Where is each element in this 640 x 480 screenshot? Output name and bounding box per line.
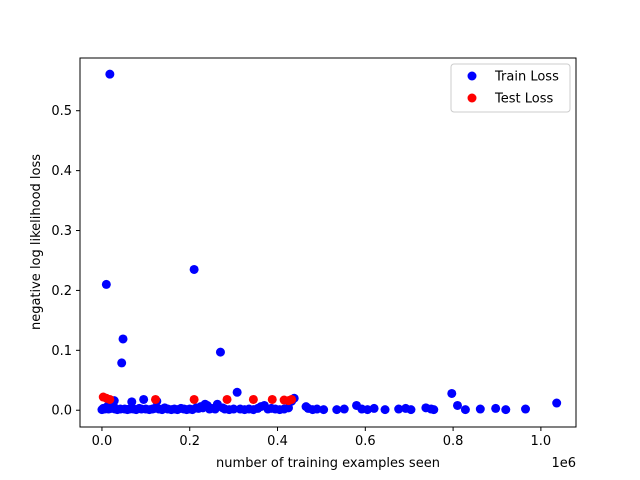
train-loss-point: [491, 403, 501, 413]
train-loss-point: [105, 69, 115, 79]
x-axis-ticks: 0.0 0.2 0.4 0.6 0.8 1.0: [92, 427, 552, 449]
x-axis-offset-label: 1e6: [551, 456, 576, 471]
train-loss-point: [406, 405, 416, 415]
legend-box: [450, 63, 571, 113]
train-loss-point: [460, 405, 470, 415]
train-loss-point: [312, 404, 322, 414]
y-tick-label: 0.2: [51, 284, 72, 299]
legend-label-test-loss: Test Loss: [494, 92, 553, 107]
train-loss-point: [319, 405, 329, 415]
train-loss-point: [232, 387, 242, 397]
y-axis-ticks: 0.0 0.1 0.2 0.3 0.4 0.5: [51, 104, 80, 419]
plot-frame: [79, 57, 577, 428]
legend-marker-test-loss: [467, 93, 477, 103]
train-loss-point: [339, 404, 349, 414]
train-loss-point: [332, 405, 342, 415]
x-tick-label: 0.8: [443, 434, 464, 449]
train-loss-point: [229, 404, 239, 414]
train-loss-point: [447, 388, 457, 398]
train-loss-point: [127, 397, 137, 407]
train-loss-point: [189, 264, 199, 274]
legend-label-train-loss: Train Loss: [494, 70, 559, 85]
train-loss-point: [552, 398, 562, 408]
train-loss-point: [394, 404, 404, 414]
y-axis-label: negative log likelihood loss: [29, 154, 44, 330]
train-loss-point: [501, 405, 511, 415]
train-loss-point: [369, 403, 379, 413]
train-loss-point: [117, 358, 127, 368]
data-points: [97, 69, 562, 415]
train-loss-point: [380, 405, 390, 415]
x-tick-label: 0.2: [179, 434, 200, 449]
plot-area: [80, 58, 576, 427]
x-tick-label: 0.0: [92, 434, 113, 449]
y-tick-label: 0.1: [51, 344, 72, 359]
test-loss-point: [287, 394, 297, 404]
test-loss-point: [248, 394, 258, 404]
train-loss-point: [475, 404, 485, 414]
train-loss-point: [139, 394, 149, 404]
x-tick-label: 0.6: [355, 434, 376, 449]
legend: Train Loss Test Loss: [450, 63, 571, 113]
legend-marker-train-loss: [467, 71, 477, 81]
test-loss-point: [222, 394, 232, 404]
test-loss-point: [105, 394, 115, 404]
train-loss-point: [215, 347, 225, 357]
x-tick-label: 0.4: [267, 434, 288, 449]
y-tick-label: 0.3: [51, 224, 72, 239]
y-tick-label: 0.4: [51, 164, 72, 179]
train-loss-point: [452, 400, 462, 410]
test-loss-point: [189, 394, 199, 404]
y-tick-label: 0.5: [51, 104, 72, 119]
x-tick-label: 1.0: [531, 434, 552, 449]
train-loss-point: [521, 404, 531, 414]
train-loss-point: [101, 279, 111, 289]
test-loss-point: [151, 394, 160, 404]
train-loss-point: [118, 334, 128, 344]
train-loss-point: [429, 405, 439, 415]
y-tick-label: 0.0: [51, 404, 72, 419]
test-loss-point: [267, 394, 277, 404]
x-axis-label: number of training examples seen: [216, 456, 440, 471]
